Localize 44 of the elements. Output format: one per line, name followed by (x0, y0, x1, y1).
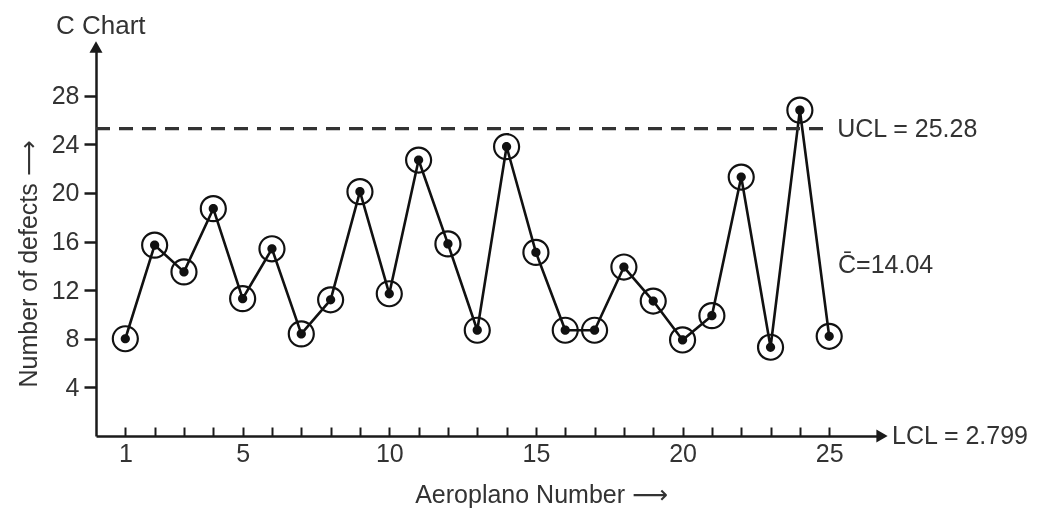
x-tick-label: 10 (375, 438, 404, 467)
point (727, 163, 755, 191)
point (639, 287, 667, 315)
text: LCL = 2.799 (892, 421, 1028, 449)
point (141, 231, 169, 259)
x-tick-label: 20 (669, 438, 697, 467)
annotation: C̄=14.04 (838, 249, 934, 278)
point (375, 280, 403, 308)
ref-line-label: UCL = 25.28 (837, 113, 978, 142)
x-tick-label: 1 (118, 438, 133, 467)
x-tick-label: 25 (815, 438, 844, 467)
y-tick-label: 28 (51, 81, 80, 110)
point (756, 333, 785, 361)
chart-title: C Chart (56, 10, 147, 41)
point (668, 326, 697, 354)
point (522, 238, 550, 267)
y-tick-label: 8 (65, 324, 80, 353)
point (346, 178, 374, 206)
point (493, 133, 521, 161)
point (463, 316, 491, 344)
point (229, 285, 257, 313)
point (111, 325, 139, 353)
point (317, 286, 345, 314)
x-axis-title: Aeroplano Number ⟶ (415, 479, 668, 508)
point (551, 316, 579, 344)
point (405, 146, 433, 174)
point (698, 302, 726, 330)
point (580, 316, 609, 344)
point (815, 322, 843, 350)
point (434, 230, 462, 258)
y-tick-label: 12 (51, 275, 80, 304)
y-axis-title: Number of defects ⟶ (13, 140, 42, 388)
x-tick-label: 15 (522, 438, 551, 467)
y-tick-label: 16 (51, 227, 80, 255)
point (786, 96, 814, 124)
x-tick-label: 5 (236, 438, 251, 467)
y-tick-label: 24 (51, 129, 80, 158)
point (199, 195, 227, 223)
y-tick-label: 20 (51, 178, 80, 207)
point (610, 253, 638, 281)
point (287, 320, 315, 348)
y-tick-label: 4 (65, 372, 80, 401)
point (170, 258, 198, 286)
point (258, 235, 286, 263)
